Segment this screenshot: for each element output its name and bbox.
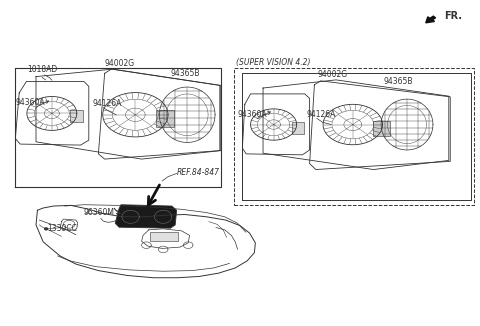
FancyBboxPatch shape (292, 122, 304, 134)
Text: 94365B: 94365B (171, 68, 200, 78)
Polygon shape (115, 205, 177, 228)
FancyBboxPatch shape (70, 110, 83, 122)
Text: 96360M: 96360M (84, 208, 115, 217)
Text: 1018AD: 1018AD (27, 65, 58, 74)
Text: 94126A: 94126A (92, 99, 121, 108)
Text: REF.84-847: REF.84-847 (177, 168, 220, 177)
Text: 94360A: 94360A (16, 98, 46, 107)
FancyBboxPatch shape (373, 121, 390, 136)
FancyBboxPatch shape (150, 232, 178, 241)
FancyBboxPatch shape (156, 110, 174, 127)
Text: 94002G: 94002G (318, 70, 348, 79)
Text: 94126A: 94126A (306, 110, 336, 119)
Text: 94360A: 94360A (238, 110, 267, 119)
Text: 1339CC: 1339CC (47, 224, 77, 233)
FancyArrow shape (426, 16, 435, 23)
Text: FR.: FR. (444, 11, 462, 22)
Text: 94002G: 94002G (105, 59, 135, 68)
Text: (SUPER VISION 4.2): (SUPER VISION 4.2) (236, 58, 311, 67)
Circle shape (45, 228, 48, 230)
Text: 94365B: 94365B (384, 77, 413, 86)
